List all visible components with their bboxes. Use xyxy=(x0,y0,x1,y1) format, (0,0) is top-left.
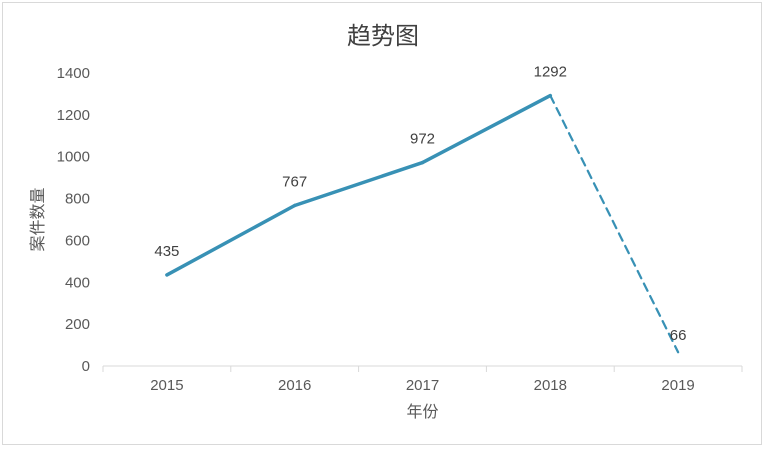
y-axis-ticks: 0 200 400 600 800 1000 1200 1400 xyxy=(57,65,90,375)
x-tick-label: 2019 xyxy=(661,377,694,394)
x-tick-label: 2016 xyxy=(278,377,311,394)
x-tick-label: 2015 xyxy=(150,377,183,394)
data-label: 767 xyxy=(282,173,307,190)
x-axis-title: 年份 xyxy=(406,402,438,421)
data-labels: 435 767 972 1292 66 xyxy=(154,64,686,345)
y-tick-label: 800 xyxy=(65,191,90,208)
chart-frame xyxy=(2,2,762,445)
y-tick-label: 600 xyxy=(65,232,90,249)
line-segment xyxy=(549,94,680,354)
y-tick-label: 0 xyxy=(82,358,90,375)
series-line xyxy=(165,93,680,354)
line-segment xyxy=(292,160,425,208)
x-tick-label: 2017 xyxy=(406,377,439,394)
data-label: 972 xyxy=(410,131,435,148)
x-axis xyxy=(102,365,743,372)
chart-title: 趋势图 xyxy=(347,22,419,50)
y-axis-title: 案件数量 xyxy=(28,187,47,251)
y-tick-label: 1400 xyxy=(57,65,90,82)
y-tick-label: 400 xyxy=(65,274,90,291)
y-tick-label: 1200 xyxy=(57,107,90,124)
line-segment xyxy=(165,203,297,277)
x-axis-ticks: 2015 2016 2017 2018 2019 xyxy=(150,377,695,394)
line-segment xyxy=(420,93,553,165)
y-tick-label: 200 xyxy=(65,316,90,333)
y-tick-label: 1000 xyxy=(57,149,90,166)
data-label: 435 xyxy=(154,243,179,260)
x-tick-label: 2018 xyxy=(534,377,567,394)
data-label: 1292 xyxy=(534,64,567,81)
data-label: 66 xyxy=(670,327,687,344)
